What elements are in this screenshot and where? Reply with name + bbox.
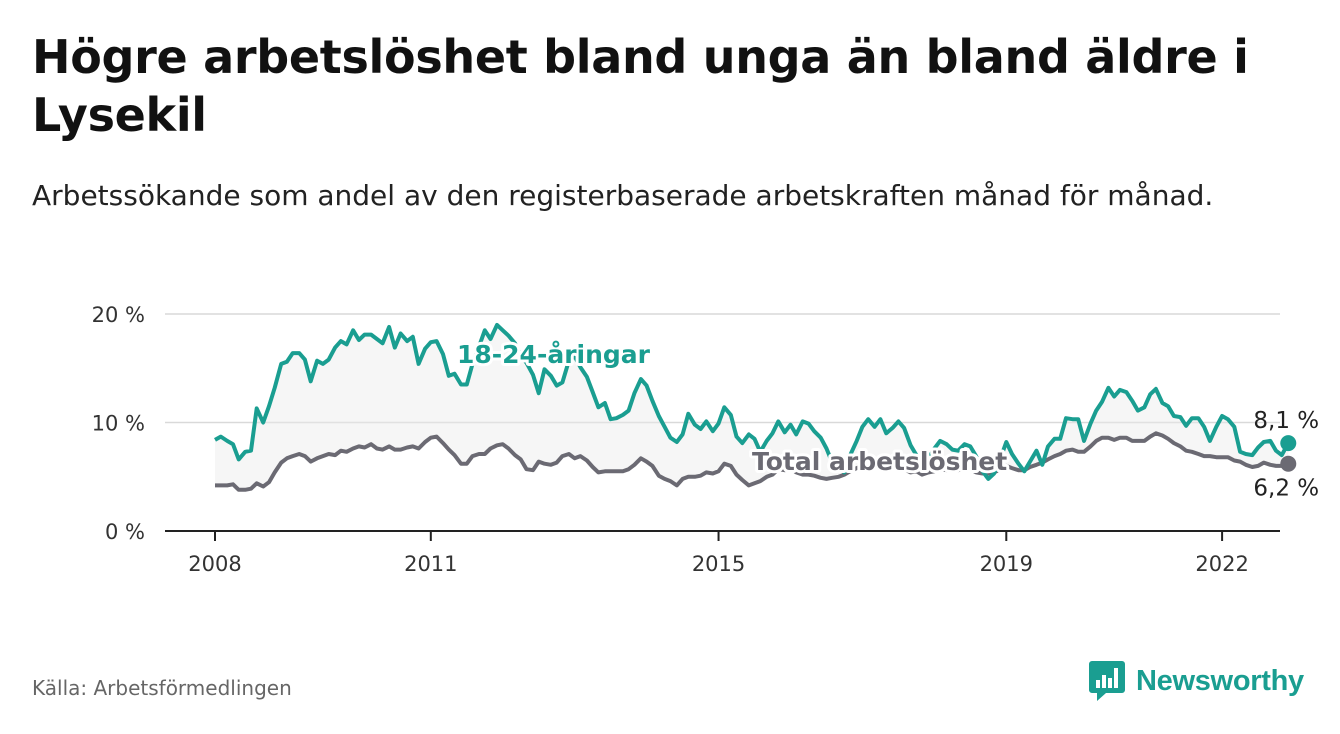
newsworthy-logo[interactable]: Newsworthy [1088,660,1304,702]
series-lines [214,322,1297,492]
series-line-youth [214,322,1291,481]
series-label-youth-halo: 18-24-åringar [457,340,651,369]
gap-area-fill [215,324,1289,490]
x-axis: 2008 2011 2015 2019 2022 [165,530,1280,576]
chart-title: Högre arbetslöshet bland unga än bland ä… [32,30,1249,142]
series-line-total [215,431,1289,492]
x-tick-label: 2015 [692,552,745,576]
series-label-total: Total arbetslöshet [752,447,1007,476]
series-label-youth: 18-24-åringar [457,340,651,369]
brand-name: Newsworthy [1136,664,1304,697]
y-tick-label: 20 % [92,303,145,327]
x-tick-label: 2019 [980,552,1033,576]
end-label-youth: 8,1 % [1253,408,1319,434]
gap-area [215,324,1289,490]
x-tick-label: 2011 [404,552,457,576]
end-marker-total [1280,455,1297,472]
series-label-total-halo: Total arbetslöshet [752,447,1007,476]
x-tick-label: 2022 [1195,552,1248,576]
chart-subtitle: Arbetssökande som andel av den registerb… [32,179,1214,212]
end-label-total: 6,2 % [1253,476,1319,502]
grid-lines: 0 % 10 % 20 % [92,303,1280,544]
bar-chart-icon [1089,661,1125,701]
y-tick-label: 10 % [92,412,145,436]
source-note: Källa: Arbetsförmedlingen [32,676,292,700]
end-marker-youth [1280,435,1297,452]
line-chart: 0 % 10 % 20 % 2008 2011 2015 2019 2022 18-24-å… [92,303,1320,576]
x-tick-label: 2008 [188,552,241,576]
y-tick-label: 0 % [105,520,145,544]
